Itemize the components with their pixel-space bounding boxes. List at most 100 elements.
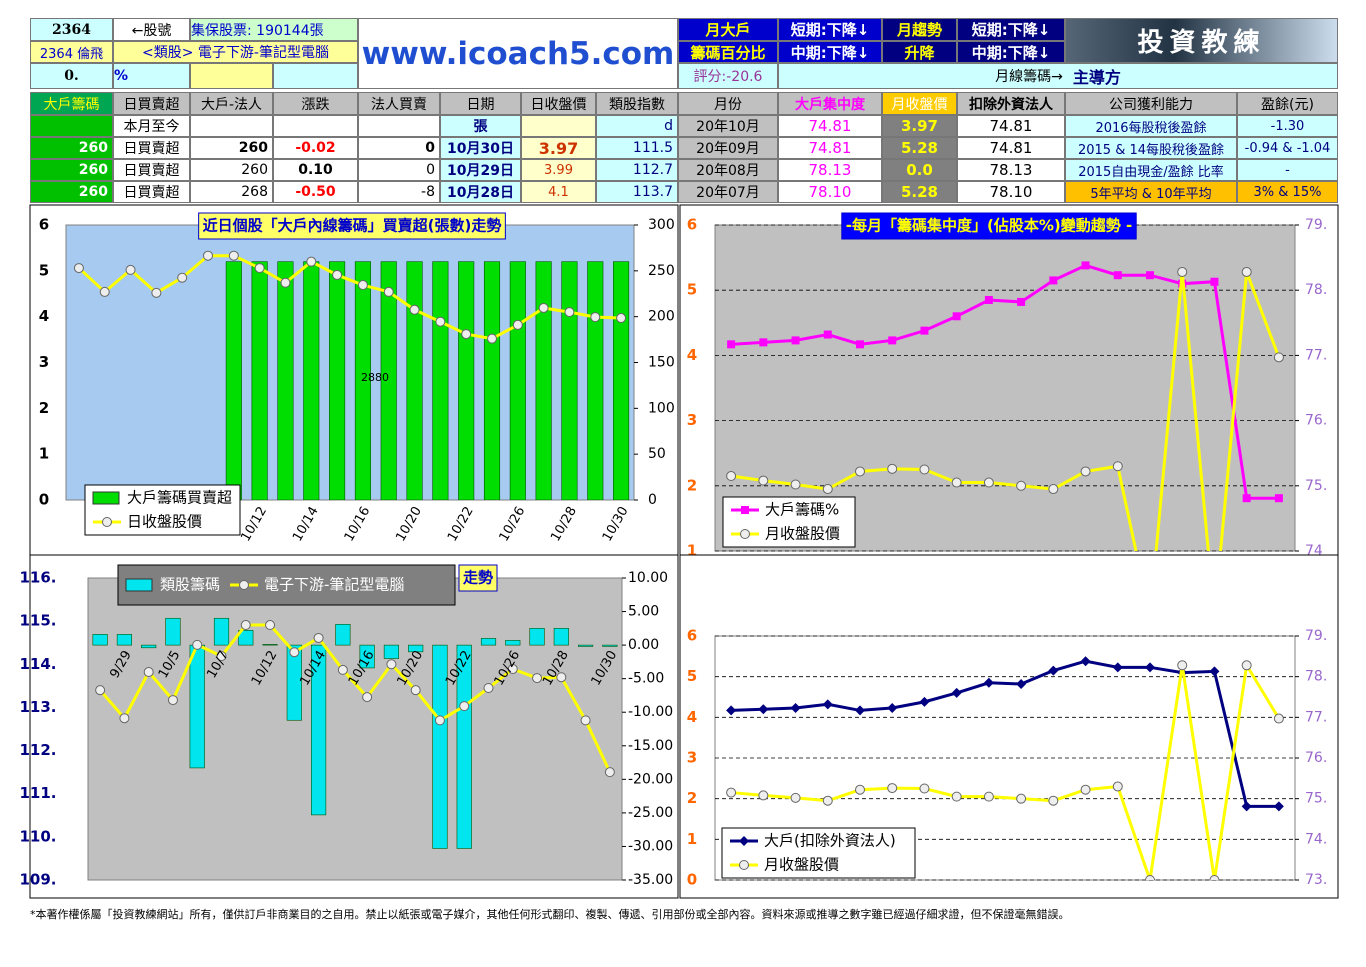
marker	[1209, 875, 1220, 880]
y-tick-label: 109.	[19, 871, 56, 889]
line	[730, 271, 1281, 551]
cell: 評分:-20.6	[678, 63, 778, 89]
cell: 日買賣超	[113, 137, 190, 159]
marker	[556, 672, 567, 683]
cell: 2016每股稅後盈餘	[1065, 115, 1237, 137]
title-box	[458, 564, 498, 592]
bar	[277, 261, 294, 500]
marker	[1112, 781, 1123, 792]
bar	[483, 261, 501, 500]
marker	[1209, 666, 1220, 677]
marker	[951, 477, 962, 488]
line	[77, 254, 622, 341]
y2-tick-label: 200	[648, 309, 675, 325]
cell: 公司獲利能力	[1065, 92, 1237, 115]
cell: 113.7	[596, 181, 678, 203]
marker	[1080, 466, 1091, 477]
bar	[456, 644, 472, 849]
marker	[1177, 266, 1188, 277]
marker	[1112, 662, 1123, 673]
marker	[483, 683, 494, 694]
cell: www.icoach5.com	[358, 18, 678, 89]
y-tick-label: 3	[687, 749, 697, 767]
marker	[362, 692, 373, 703]
marker	[604, 767, 615, 778]
cell: -0.94 & -1.04	[1237, 137, 1338, 159]
marker	[1241, 801, 1252, 812]
bar	[141, 644, 157, 649]
cell: 投資教練	[1065, 18, 1338, 63]
y-tick-label: 112.	[19, 741, 56, 759]
legend-marker	[739, 836, 749, 846]
cell: 10月30日	[440, 137, 521, 159]
marker	[538, 302, 549, 313]
bar	[383, 644, 399, 659]
y2-tick-label: 75.	[1305, 791, 1327, 807]
legend-box	[117, 564, 456, 606]
y2-tick-label: 73.	[1305, 872, 1327, 888]
cell: 日買賣超	[113, 159, 190, 181]
y-tick-label: 2	[687, 789, 697, 807]
marker	[1241, 660, 1252, 671]
bar	[505, 640, 521, 646]
legend-marker	[739, 860, 749, 870]
marker	[434, 715, 445, 726]
y-tick-label: 6	[687, 216, 697, 234]
cell: ←股號	[113, 18, 190, 41]
marker	[99, 286, 110, 297]
bar	[359, 644, 375, 669]
y-tick-label: 0	[39, 491, 49, 509]
cell: 扣除外資法人	[957, 92, 1065, 115]
y2-tick-label: 0.00	[628, 637, 659, 653]
marker	[459, 701, 470, 712]
marker	[1113, 271, 1122, 280]
marker	[125, 264, 136, 275]
cell: 短期:下降↓	[778, 18, 882, 41]
y-tick-label: 6	[687, 627, 697, 645]
marker	[590, 312, 601, 323]
marker	[1080, 656, 1091, 667]
marker	[532, 673, 543, 684]
chart-title: 近日個股「大戶內線籌碼」買賣超(張數)走勢	[203, 217, 502, 235]
bar	[587, 261, 604, 500]
y2-tick-label: 74.	[1305, 831, 1327, 847]
bar	[189, 644, 205, 769]
line	[99, 623, 612, 773]
y2-tick-label: 300	[648, 217, 675, 233]
cell: 78.10	[778, 181, 882, 203]
bar	[480, 638, 497, 646]
marker	[216, 651, 227, 662]
marker	[1210, 277, 1219, 286]
marker	[1273, 352, 1284, 363]
marker	[580, 715, 591, 726]
cell: 74.81	[957, 115, 1065, 137]
marker	[357, 280, 368, 291]
cell: 5年平均 & 10年平均	[1065, 181, 1237, 203]
cell: 盈餘(元)	[1237, 92, 1338, 115]
y2-tick-label: 75.	[1305, 478, 1327, 494]
marker	[823, 330, 832, 339]
legend-label: 大戶籌碼買賣超	[127, 489, 232, 507]
y2-tick-label: 5.00	[628, 604, 659, 620]
cell: 張	[440, 115, 521, 137]
marker	[919, 783, 930, 794]
marker	[73, 263, 84, 274]
marker	[265, 620, 276, 631]
cell: 20年08月	[678, 159, 778, 181]
marker	[280, 277, 291, 288]
y2-tick-label: 150	[648, 355, 675, 371]
cell: 籌碼百分比	[678, 41, 778, 63]
y-tick-label: 1	[687, 542, 697, 560]
cell: 260	[190, 137, 273, 159]
bar	[329, 261, 346, 500]
marker	[1145, 662, 1155, 673]
cell: 78.13	[778, 159, 882, 181]
marker	[512, 319, 523, 330]
legend-marker	[740, 529, 750, 539]
y-tick-label: 4	[39, 307, 49, 325]
footer: *本著作權係屬「投資教練網站」所有，僅供訂戶非商業目的之自用。禁止以紙張或電子媒…	[30, 908, 1070, 921]
cell: 3.97	[882, 115, 957, 137]
marker	[332, 269, 343, 280]
cell: 0.10	[273, 159, 358, 181]
